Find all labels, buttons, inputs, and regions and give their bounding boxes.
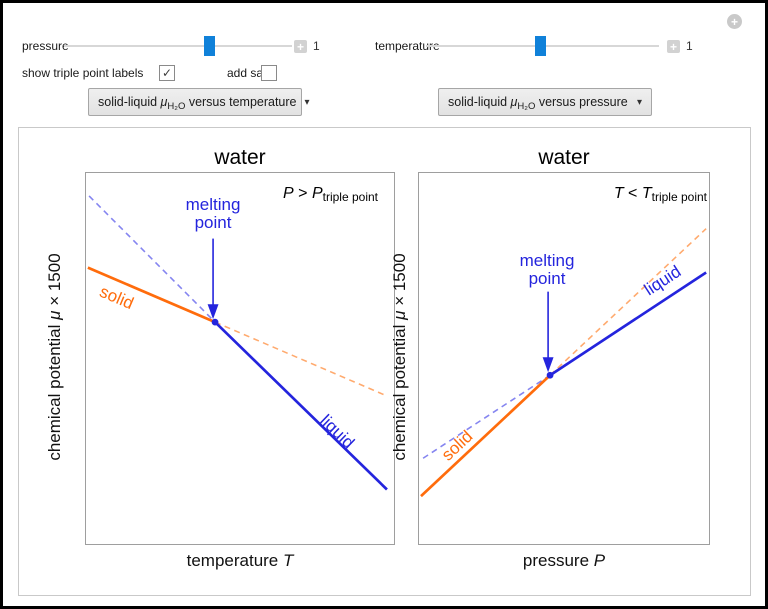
series-liquid-metastable	[422, 374, 551, 459]
series-solid-metastable	[549, 228, 707, 376]
pressure-slider-track[interactable]	[64, 45, 292, 47]
melting-point-dot	[546, 371, 554, 379]
add-salt-label: add salt	[227, 66, 270, 80]
temperature-expand-plus-icon[interactable]: +	[667, 40, 680, 53]
left-plot-frame	[85, 172, 395, 545]
right-plot-y-axis-label: chemical potential μ × 1500	[390, 253, 409, 461]
series-liquid-stable	[214, 321, 388, 491]
left-plot-mode-dropdown[interactable]: solid-liquid μH₂O versus temperature ▾	[88, 88, 310, 116]
right-plot-mode-dropdown[interactable]: solid-liquid μH₂O versus pressure ▾	[438, 88, 652, 116]
left-plot-condition: P > Ptriple point	[283, 185, 378, 204]
checkmark-icon: ✓	[161, 66, 173, 80]
temperature-slider-value: 1	[686, 39, 693, 53]
series-solid-metastable	[214, 321, 388, 397]
right-plot-condition: T < Ttriple point	[613, 185, 707, 204]
pressure-expand-plus-icon[interactable]: +	[294, 40, 307, 53]
temperature-slider-label: temperature	[375, 39, 440, 53]
series-liquid-stable	[549, 271, 707, 377]
pressure-slider-thumb[interactable]	[204, 36, 215, 56]
temperature-slider-thumb[interactable]	[535, 36, 546, 56]
open-controls-icon[interactable]: +	[727, 14, 742, 29]
add-salt-checkbox[interactable]	[261, 65, 277, 81]
melting-point-arrowhead-icon	[542, 357, 554, 373]
dropdown-selected-value: solid-liquid μH₂O versus temperature	[98, 95, 297, 112]
series-solid-stable	[420, 374, 552, 498]
melting-point-dot	[211, 318, 219, 326]
dropdown-arrow-icon: ▾	[304, 96, 310, 108]
left-plot-x-axis-label: temperature T	[186, 551, 294, 570]
right-plot-frame	[418, 172, 710, 545]
dropdown-arrow-icon: ▾	[636, 96, 642, 108]
demonstration-output-panel: water P > Ptriple point melting point so…	[18, 127, 751, 596]
show-triple-point-labels-checkbox[interactable]: ✓	[159, 65, 175, 81]
pressure-slider-label: pressure	[22, 39, 69, 53]
left-plot-canvas	[87, 195, 388, 491]
series-solid-stable	[87, 266, 216, 324]
melting-point-arrowhead-icon	[207, 304, 219, 320]
pressure-slider-value: 1	[313, 39, 320, 53]
show-triple-point-labels-label: show triple point labels	[22, 66, 144, 80]
left-melting-point-label: melting point	[185, 195, 241, 233]
left-plot-y-axis-label: chemical potential μ × 1500	[45, 253, 64, 461]
right-plot-title: water	[538, 146, 590, 169]
right-melting-point-label: melting point	[519, 251, 575, 289]
dropdown-selected-value: solid-liquid μH₂O versus pressure	[448, 95, 628, 112]
series-liquid-metastable	[88, 195, 216, 323]
right-plot-canvas	[420, 228, 707, 498]
left-plot-title: water	[214, 146, 266, 169]
right-plot-x-axis-label: pressure P	[522, 551, 606, 570]
